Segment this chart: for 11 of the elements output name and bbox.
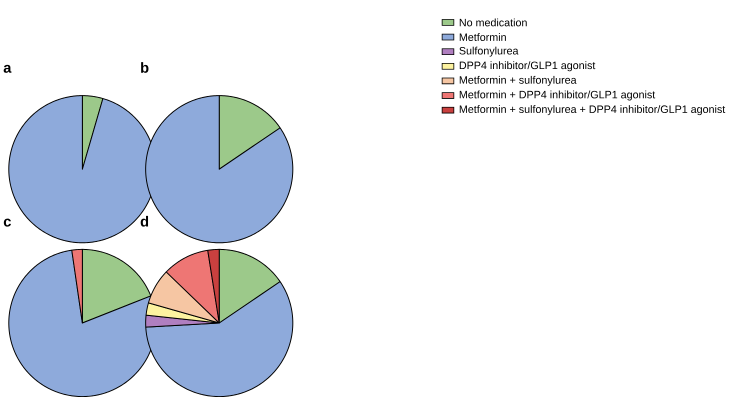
legend-label: Metformin + sulfonylurea + DPP4 inhibitor/GLP1 agonist	[460, 105, 726, 116]
legend-label: DPP4 inhibitor/GLP1 agonist	[460, 61, 596, 72]
legend-label: Metformin + DPP4 inhibitor/GLP1 agonist	[460, 90, 656, 100]
legend-label: Sulfonylurea	[459, 46, 518, 57]
legend-label: Metformin	[460, 33, 506, 41]
chart-title: d	[140, 216, 148, 227]
text: b	[141, 62, 148, 73]
chart-title: c	[4, 218, 11, 227]
chart-title: a	[4, 64, 12, 73]
legend-label: No medication	[460, 18, 527, 26]
legend-label: Metformin + sulfonylurea	[460, 76, 577, 86]
